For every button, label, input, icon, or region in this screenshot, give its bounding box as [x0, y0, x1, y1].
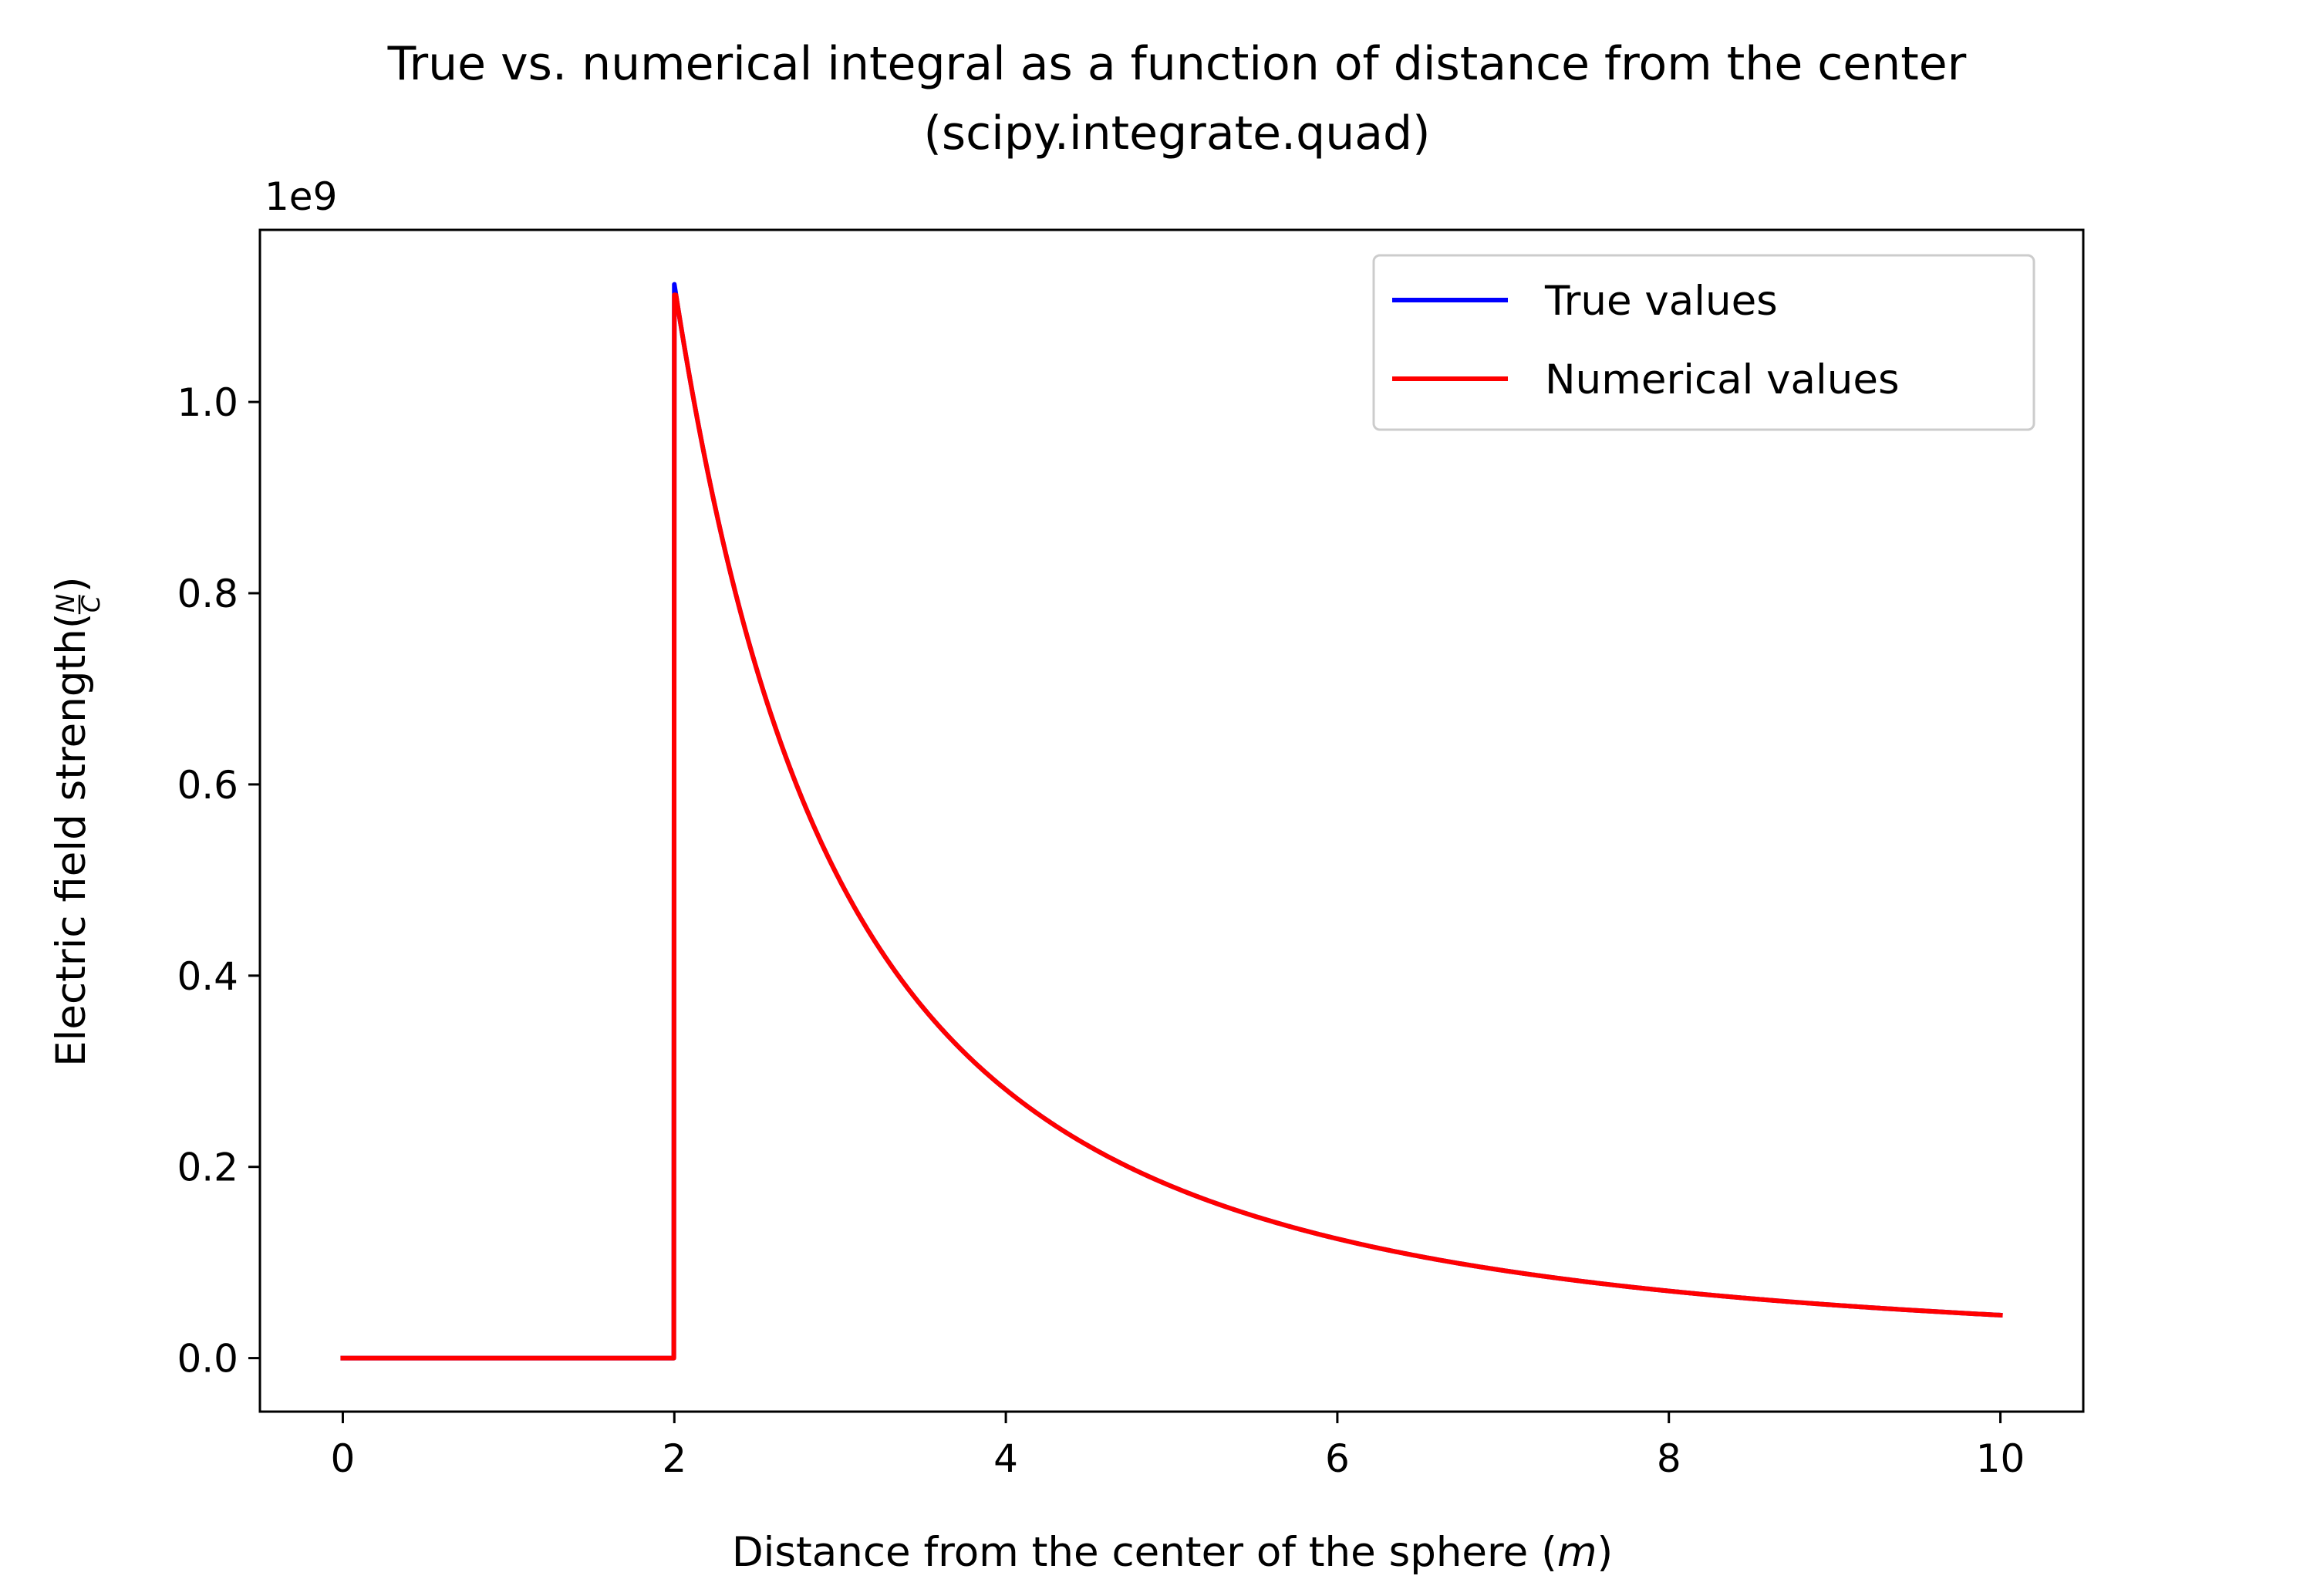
y-axis-unit-numerator: N	[51, 594, 80, 612]
x-tick-label: 6	[1325, 1436, 1350, 1481]
x-tick-label: 2	[662, 1436, 686, 1481]
svg-text:): )	[48, 576, 95, 592]
y-tick-label: 0.6	[177, 763, 238, 808]
legend-label-numerical-values: Numerical values	[1545, 356, 1900, 403]
y-tick-label: 0.0	[177, 1337, 238, 1382]
y-tick-label: 0.4	[177, 954, 238, 999]
x-tick-label: 8	[1657, 1436, 1681, 1481]
legend-box	[1372, 254, 2035, 431]
x-tick-label: 4	[993, 1436, 1018, 1481]
y-axis-ticks: 0.0 0.2 0.4 0.6 0.8 1.0	[177, 380, 260, 1382]
chart-subtitle: (scipy.integrate.quad)	[924, 106, 1431, 160]
chart-title: True vs. numerical integral as a functio…	[387, 37, 1967, 91]
y-tick-label: 0.8	[177, 572, 238, 616]
y-axis-unit-denominator: C	[76, 595, 106, 612]
y-offset-label: 1e9	[265, 174, 337, 219]
x-axis-ticks: 0 2 4 6 8 10	[331, 1412, 2025, 1481]
svg-text:(: (	[48, 612, 95, 629]
series-lines	[340, 282, 2003, 1361]
y-axis-label-text: Electric field strength	[48, 629, 95, 1067]
y-axis-unit: ( N C )	[48, 576, 106, 629]
legend: True values Numerical values	[1372, 254, 2035, 431]
x-axis-unit: m	[1557, 1529, 1597, 1576]
y-tick-label: 1.0	[177, 380, 238, 425]
x-axis-label: Distance from the center of the sphere (…	[732, 1529, 1613, 1576]
legend-label-true-values: True values	[1544, 278, 1778, 325]
y-axis-label: Electric field strength ( N C )	[48, 576, 106, 1066]
y-tick-label: 0.2	[177, 1146, 238, 1190]
x-tick-label: 10	[1976, 1436, 2025, 1481]
x-axis-label-text: Distance from the center of the sphere	[732, 1529, 1541, 1576]
x-tick-label: 0	[331, 1436, 356, 1481]
series-line-numerical-values	[340, 292, 2003, 1361]
